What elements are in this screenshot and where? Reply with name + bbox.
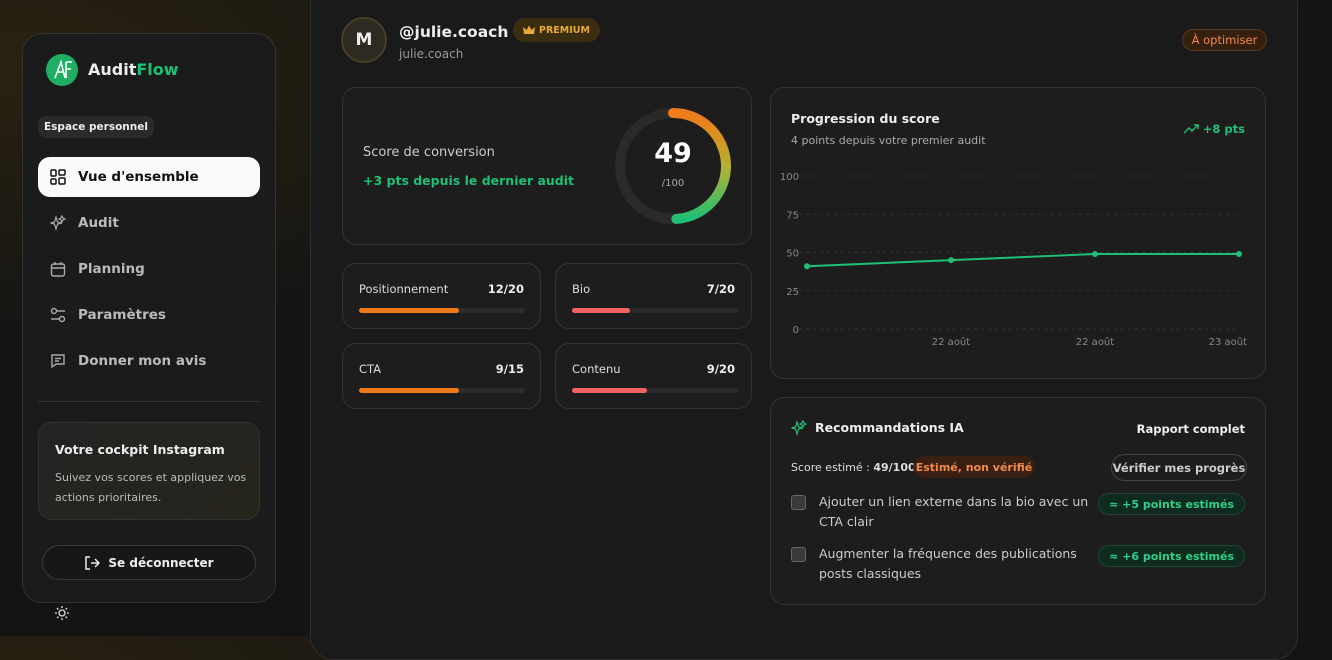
icon	[523, 25, 536, 34]
point	[948, 257, 954, 264]
status-badge: À optimiser	[1182, 29, 1267, 51]
gain-badge: ≈ +5 points estimés	[1098, 493, 1245, 515]
score-title: Score de conversion	[363, 145, 495, 160]
bar	[572, 308, 631, 313]
handle: @julie.coach	[399, 23, 509, 41]
y-tick-label: 0	[793, 325, 799, 336]
y-tick-label: 50	[786, 249, 799, 260]
logo	[46, 54, 78, 86]
report-link[interactable]: Rapport complet	[1136, 422, 1245, 436]
y-tick-label: 75	[786, 210, 799, 221]
chart-title: Progression du score	[791, 111, 940, 126]
criterion-name: Contenu	[572, 362, 621, 376]
criterion-name: CTA	[359, 362, 382, 376]
nav-item[interactable]: Audit	[38, 203, 260, 243]
score-card: Score de conversion +3 pts depuis le der…	[342, 87, 752, 245]
avatar: M	[341, 17, 387, 63]
trend: +8 pts	[1183, 122, 1245, 136]
score-max: /100	[662, 178, 684, 189]
trend-label: +8 pts	[1202, 122, 1245, 136]
logout-label: Se déconnecter	[108, 555, 214, 570]
nav-item[interactable]: Donner mon avis	[38, 341, 260, 381]
criterion-score: 12/20	[487, 282, 524, 296]
progress-card: Progression du score 4 points depuis vot…	[770, 87, 1266, 379]
score-label: Score estimé :	[791, 461, 870, 474]
logout-button[interactable]: Se déconnecter	[42, 545, 256, 580]
icon	[1183, 124, 1199, 134]
reco-text: Ajouter un lien externe dans la bio avec…	[819, 494, 1089, 529]
point	[1236, 251, 1242, 258]
icon	[50, 215, 66, 231]
line	[806, 253, 1239, 268]
bar-track	[572, 388, 738, 393]
nav-label: Vue d'ensemble	[78, 169, 199, 185]
criterion-score: 9/20	[706, 362, 735, 376]
criterion-card: Positionnement 12/20	[342, 263, 541, 329]
score-delta: +3 pts depuis le dernier audit	[363, 173, 575, 188]
brand-part: Flow	[136, 60, 179, 79]
icon	[50, 262, 66, 277]
bar-track	[359, 308, 525, 313]
nav-label: Audit	[78, 215, 119, 231]
icon	[50, 169, 66, 185]
icon	[51, 354, 65, 369]
criterion-score: 7/20	[706, 282, 735, 296]
nav-label: Planning	[78, 261, 145, 277]
nav-item[interactable]: Planning	[38, 249, 260, 289]
line-chart: 100 75 50 25 0 22 août 22 août 23 août	[780, 172, 1247, 348]
section-label: Espace personnel	[38, 116, 154, 138]
x-tick-label: 23 août	[1209, 336, 1247, 348]
criterion-name: Positionnement	[359, 282, 449, 296]
criterion-score: 9/15	[495, 362, 524, 376]
estimated-score: Score estimé : 49/100	[791, 461, 916, 474]
brand-part: Audit	[88, 60, 137, 79]
criterion-card: CTA 9/15	[342, 343, 541, 409]
promo-text: Suivez vos scores et appliquez vos actio…	[55, 471, 247, 504]
reco-text: Augmenter la fréquence des publications …	[819, 546, 1077, 581]
score-ring: 49 /100	[615, 108, 731, 224]
criterion-card: Bio 7/20	[555, 263, 752, 329]
nav-label: Donner mon avis	[78, 353, 207, 369]
nav-item[interactable]: Paramètres	[38, 295, 260, 335]
criterion-name: Bio	[572, 282, 591, 296]
gain-badge: ≈ +6 points estimés	[1098, 545, 1245, 567]
bar	[359, 308, 459, 313]
ring-arc	[668, 108, 731, 224]
y-tick-label: 25	[786, 287, 799, 298]
criterion-card: Contenu 9/20	[555, 343, 752, 409]
reco-card: Recommandations IA Rapport complet Score…	[770, 397, 1266, 605]
score-value: 49	[654, 138, 692, 169]
premium-badge: PREMIUM	[513, 18, 600, 42]
bar-track	[359, 388, 525, 393]
divider	[38, 401, 260, 402]
point	[1092, 251, 1098, 258]
icon	[791, 420, 807, 436]
nav-label: Paramètres	[78, 307, 166, 323]
chart-subtitle: 4 points depuis votre premier audit	[791, 134, 986, 147]
icon	[50, 307, 66, 323]
point	[804, 263, 810, 270]
checkbox[interactable]	[791, 495, 806, 510]
x-tick-label: 22 août	[1076, 336, 1114, 348]
verify-button[interactable]: Vérifier mes progrès	[1111, 454, 1247, 481]
nav-item[interactable]: Vue d'ensemble	[38, 157, 260, 197]
promo-title: Votre cockpit Instagram	[55, 442, 225, 457]
username: julie.coach	[399, 47, 464, 61]
x-tick-label: 22 août	[932, 336, 970, 348]
badge-label: PREMIUM	[539, 24, 590, 36]
bar	[572, 388, 647, 393]
checkbox[interactable]	[791, 547, 806, 562]
theme-toggle[interactable]	[54, 605, 70, 621]
y-tick-label: 100	[780, 172, 799, 183]
reco-title: Recommandations IA	[815, 420, 964, 435]
bar	[359, 388, 459, 393]
bar-track	[572, 308, 738, 313]
promo-card: Votre cockpit Instagram Suivez vos score…	[38, 422, 260, 520]
brand: AuditFlow	[88, 60, 179, 79]
icon	[85, 555, 101, 570]
score-value: 49/100	[873, 461, 916, 474]
estimate-badge: Estimé, non vérifié	[913, 456, 1035, 478]
